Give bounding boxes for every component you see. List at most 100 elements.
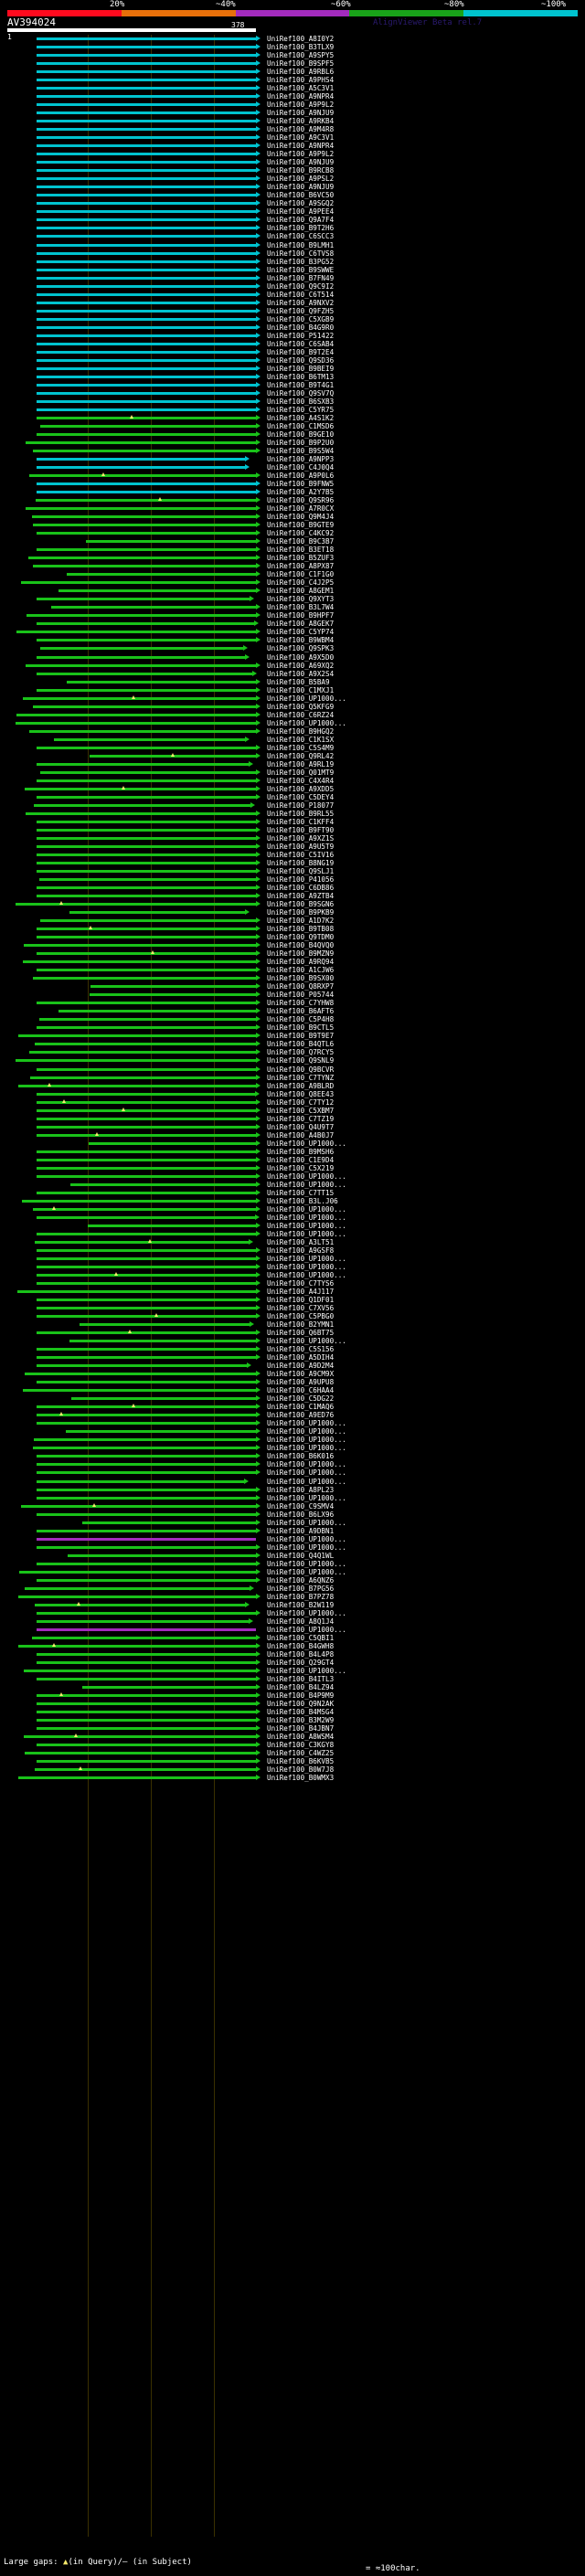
hit-id-label[interactable]: UniRef100_B9RL55: [267, 809, 335, 818]
hit-id-label[interactable]: UniRef100_C6RZ24: [267, 710, 335, 719]
alignment-row[interactable]: UniRef100_C7XV56: [0, 1304, 585, 1312]
hsp-bar[interactable]: [37, 186, 256, 189]
alignment-row[interactable]: UniRef100_Q9SPK3: [0, 644, 585, 652]
hsp-bar[interactable]: [25, 1752, 256, 1755]
hsp-bar[interactable]: [37, 46, 256, 49]
alignment-row[interactable]: UniRef100_Q9SLJ1: [0, 867, 585, 875]
hsp-bar[interactable]: [39, 1018, 256, 1022]
hit-id-label[interactable]: UniRef100_C6TVS8: [267, 249, 335, 258]
alignment-row[interactable]: UniRef100_C1E9D4: [0, 1156, 585, 1164]
hsp-bar[interactable]: [26, 440, 256, 444]
hsp-bar[interactable]: [39, 878, 256, 882]
hsp-bar[interactable]: [37, 358, 256, 362]
hit-id-label[interactable]: UniRef100_A1D7K2: [267, 917, 335, 926]
hsp-bar[interactable]: [37, 1117, 256, 1120]
hit-id-label[interactable]: UniRef100_A9NJU9: [267, 109, 335, 118]
alignment-row[interactable]: UniRef100_B4GWH8: [0, 1642, 585, 1650]
hit-id-label[interactable]: UniRef100_A9NXV2: [267, 298, 335, 307]
alignment-row[interactable]: UniRef100_A8GEM1: [0, 587, 585, 595]
hit-id-label[interactable]: UniRef100_A8PX87: [267, 562, 335, 571]
hit-id-label[interactable]: UniRef100_Q4U9T7: [267, 1122, 335, 1131]
hit-id-label[interactable]: UniRef100_A9XZ1S: [267, 833, 335, 843]
hit-id-label[interactable]: UniRef100_B9SX00: [267, 974, 335, 983]
alignment-row[interactable]: UniRef100_A9XDD5: [0, 785, 585, 793]
alignment-row[interactable]: UniRef100_B9SPF5: [0, 59, 585, 68]
hit-id-label[interactable]: UniRef100_B4G9R0: [267, 323, 335, 332]
hsp-bar[interactable]: [37, 342, 256, 345]
hsp-bar[interactable]: [37, 1414, 256, 1417]
alignment-row[interactable]: UniRef100_A8Q1J4: [0, 1617, 585, 1626]
hit-id-label[interactable]: UniRef100_Q9BCVR: [267, 1065, 335, 1074]
hit-id-label[interactable]: UniRef100_UP1000...: [267, 1518, 346, 1527]
alignment-row[interactable]: UniRef100_A9PSL2: [0, 175, 585, 183]
hit-id-label[interactable]: UniRef100_A9X2S4: [267, 669, 335, 678]
alignment-row[interactable]: UniRef100_UP1000...: [0, 1560, 585, 1568]
hsp-bar[interactable]: [30, 1076, 256, 1079]
hit-id-label[interactable]: UniRef100_C5X219: [267, 1163, 335, 1172]
alignment-row[interactable]: UniRef100_C1MSD6: [0, 422, 585, 430]
alignment-row[interactable]: UniRef100_Q9N2AK: [0, 1700, 585, 1708]
hsp-bar[interactable]: [23, 1389, 256, 1393]
hit-id-label[interactable]: UniRef100_B9T9E7: [267, 1032, 335, 1041]
hit-id-label[interactable]: UniRef100_A9NPP3: [267, 455, 335, 464]
hit-id-label[interactable]: UniRef100_A69XQ2: [267, 661, 335, 670]
hit-id-label[interactable]: UniRef100_C7YHW8: [267, 999, 335, 1008]
alignment-row[interactable]: UniRef100_C6RZ24: [0, 711, 585, 719]
alignment-row[interactable]: UniRef100_A9P9L2: [0, 101, 585, 109]
hsp-bar[interactable]: [37, 276, 256, 280]
hit-id-label[interactable]: UniRef100_Q9SPK3: [267, 644, 335, 653]
alignment-row[interactable]: UniRef100_B9FT90: [0, 826, 585, 834]
hsp-bar[interactable]: [37, 672, 252, 675]
hit-id-label[interactable]: UniRef100_C3KGY8: [267, 1741, 335, 1750]
hsp-bar[interactable]: [37, 235, 256, 239]
alignment-row[interactable]: UniRef100_B5BA9: [0, 678, 585, 686]
hit-id-label[interactable]: UniRef100_C7TZ19: [267, 1114, 335, 1123]
hit-id-label[interactable]: UniRef100_A9C3V1: [267, 133, 335, 143]
hsp-bar[interactable]: [37, 779, 256, 782]
hsp-bar[interactable]: [37, 1191, 256, 1194]
alignment-row[interactable]: UniRef100_B0W7J8: [0, 1765, 585, 1774]
hit-id-label[interactable]: UniRef100_B4MSG4: [267, 1708, 335, 1717]
hit-id-label[interactable]: UniRef100_A1CJW6: [267, 966, 335, 975]
hsp-bar[interactable]: [37, 1529, 256, 1532]
alignment-row[interactable]: UniRef100_B9WBM4: [0, 636, 585, 644]
hsp-bar[interactable]: [82, 1686, 256, 1689]
hit-id-label[interactable]: UniRef100_C6T514: [267, 290, 335, 299]
hit-id-label[interactable]: UniRef100_C5DEY4: [267, 792, 335, 801]
alignment-row[interactable]: UniRef100_B6TM13: [0, 373, 585, 381]
hsp-bar[interactable]: [37, 268, 256, 271]
alignment-row[interactable]: UniRef100_C1F1G0: [0, 570, 585, 578]
alignment-row[interactable]: UniRef100_B3L.J06: [0, 1197, 585, 1205]
alignment-row[interactable]: UniRef100_UP1000...: [0, 1543, 585, 1552]
hsp-bar[interactable]: [90, 985, 256, 989]
hit-id-label[interactable]: UniRef100_C1MXJ1: [267, 685, 335, 694]
hit-id-label[interactable]: UniRef100_B9SWWE: [267, 265, 335, 274]
hsp-bar[interactable]: [37, 828, 256, 832]
hit-id-label[interactable]: UniRef100_B4JBN7: [267, 1724, 335, 1733]
hit-id-label[interactable]: UniRef100_C5IV16: [267, 850, 335, 859]
hit-id-label[interactable]: UniRef100_C1KFF4: [267, 817, 335, 826]
hit-id-label[interactable]: UniRef100_A9ZTB4: [267, 892, 335, 901]
hsp-bar[interactable]: [88, 1224, 256, 1227]
hsp-bar[interactable]: [23, 696, 256, 700]
hit-id-label[interactable]: UniRef100_Q9FZH5: [267, 306, 335, 315]
alignment-row[interactable]: UniRef100_A4S1K2: [0, 414, 585, 422]
hsp-bar[interactable]: [40, 770, 256, 774]
alignment-row[interactable]: UniRef100_B9T4G1: [0, 381, 585, 389]
alignment-row[interactable]: UniRef100_Q9TDM0: [0, 933, 585, 941]
hit-id-label[interactable]: UniRef100_B4LZ94: [267, 1683, 335, 1691]
hsp-bar[interactable]: [18, 1034, 256, 1038]
alignment-row[interactable]: UniRef100_B9SGN6: [0, 900, 585, 908]
alignment-row[interactable]: UniRef100_Q7RCY5: [0, 1048, 585, 1056]
alignment-row[interactable]: UniRef100_A9NJU9: [0, 183, 585, 191]
hit-id-label[interactable]: UniRef100_B9MSH6: [267, 1147, 335, 1156]
hsp-bar[interactable]: [32, 515, 256, 519]
alignment-row[interactable]: UniRef100_B4LZ94: [0, 1683, 585, 1691]
hit-id-label[interactable]: UniRef100_B9FT90: [267, 825, 335, 834]
hsp-bar[interactable]: [37, 639, 256, 642]
hsp-bar[interactable]: [21, 581, 256, 585]
hit-id-label[interactable]: UniRef100_Q9M4J4: [267, 513, 335, 522]
alignment-row[interactable]: UniRef100_B4L4P8: [0, 1650, 585, 1659]
alignment-row[interactable]: UniRef100_A2Y7B5: [0, 488, 585, 496]
hsp-bar[interactable]: [58, 589, 256, 593]
